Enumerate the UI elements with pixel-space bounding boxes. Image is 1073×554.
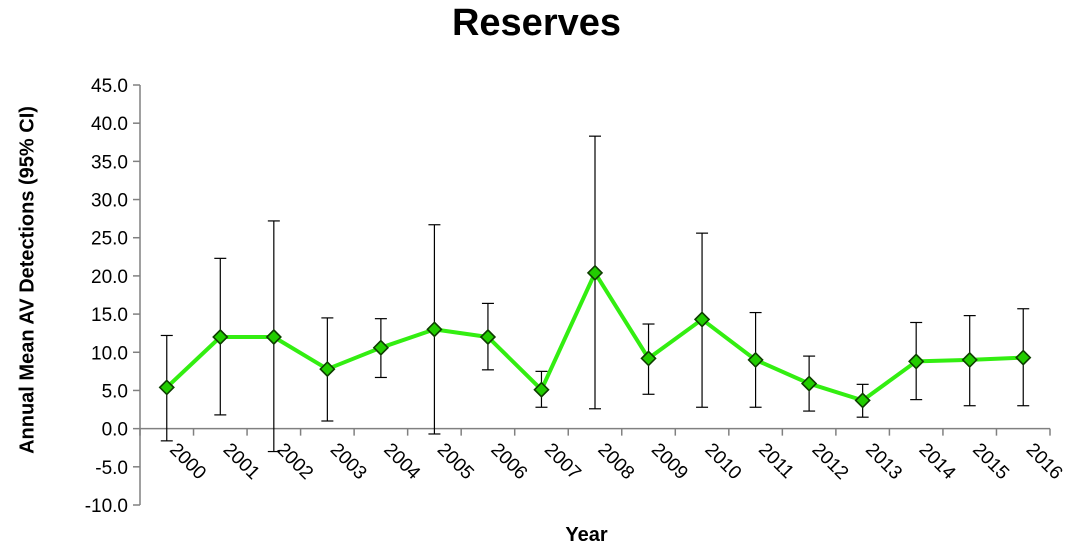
- y-tick-label: 25.0: [91, 229, 128, 250]
- x-tick-label: 2016: [1022, 439, 1067, 484]
- x-tick-label: 2007: [540, 439, 585, 484]
- x-tick-label: 2015: [968, 439, 1013, 484]
- data-point: [693, 311, 711, 328]
- x-tick-label: 2004: [379, 439, 424, 484]
- y-tick-label: 0.0: [102, 420, 128, 441]
- data-point: [800, 375, 818, 392]
- data-point: [1015, 349, 1032, 366]
- x-tick-label: 2014: [915, 439, 960, 484]
- x-tick-label: 2006: [486, 439, 531, 484]
- y-tick-label: 20.0: [91, 267, 128, 288]
- data-point: [158, 379, 175, 396]
- data-point: [747, 351, 764, 369]
- x-tick-label: 2001: [219, 439, 264, 484]
- data-point: [961, 351, 978, 369]
- x-tick-label: 2002: [272, 439, 317, 484]
- y-tick-label: -10.0: [85, 496, 128, 517]
- x-tick-label: 2003: [326, 439, 371, 484]
- data-point: [533, 381, 550, 398]
- x-axis-label: Year: [565, 524, 608, 546]
- data-point: [212, 328, 229, 346]
- x-tick-label: 2008: [593, 439, 638, 484]
- data-point: [854, 392, 871, 409]
- data-point: [265, 328, 282, 346]
- x-tick-label: 2005: [433, 439, 478, 484]
- data-point: [479, 328, 497, 346]
- x-tick-label: 2013: [861, 439, 906, 484]
- y-tick-label: 5.0: [102, 381, 128, 402]
- y-tick-label: 45.0: [91, 76, 128, 97]
- y-tick-label: -5.0: [95, 458, 128, 479]
- x-tick-label: 2010: [701, 439, 746, 484]
- data-point: [372, 339, 390, 356]
- x-tick-label: 2000: [165, 439, 210, 484]
- data-point: [426, 321, 443, 338]
- x-tick-label: 2009: [647, 439, 692, 484]
- y-tick-label: 40.0: [91, 114, 128, 135]
- y-tick-label: 10.0: [91, 343, 128, 364]
- chart-title: Reserves: [451, 2, 622, 44]
- x-tick-label: 2011: [754, 439, 798, 483]
- y-tick-label: 30.0: [91, 191, 128, 212]
- data-point: [908, 353, 925, 370]
- x-tick-label: 2012: [808, 439, 853, 484]
- data-point: [586, 264, 604, 281]
- data-point: [640, 350, 657, 367]
- data-point: [319, 360, 336, 378]
- y-tick-label: 15.0: [91, 305, 128, 326]
- y-tick-label: 35.0: [91, 152, 128, 173]
